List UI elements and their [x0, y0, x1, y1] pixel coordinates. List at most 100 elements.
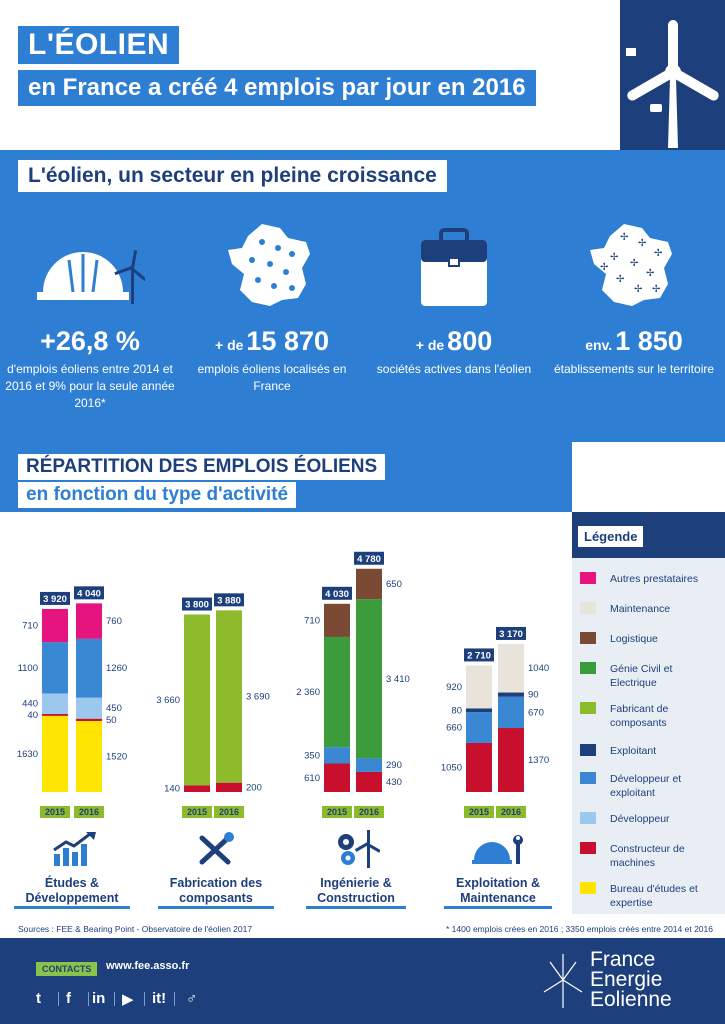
total-badge	[464, 648, 494, 662]
bar-segment	[356, 771, 382, 792]
data-label: 1050	[441, 762, 462, 773]
data-label: 80	[451, 705, 462, 716]
legend-label: Bureau d'études et expertise	[610, 883, 698, 909]
total-label: 4 040	[77, 588, 101, 599]
svg-text:✢: ✢	[620, 232, 628, 243]
bar-segment	[76, 721, 102, 792]
data-label: 50	[106, 715, 117, 726]
year-tag	[182, 806, 212, 818]
sources-note: Sources : FEE & Bearing Point - Observat…	[18, 924, 253, 934]
page-title: L'ÉOLIEN	[18, 26, 180, 64]
footnote: * 1400 emplois crées en 2016 ; 3350 empl…	[446, 924, 713, 934]
data-label: 450	[106, 703, 122, 714]
legend-label: Développeur et exploitant	[610, 773, 682, 799]
category-label: Exploitation & Maintenance	[444, 876, 552, 909]
data-label: 350	[304, 750, 320, 761]
stat-description: d'emplois éoliens entre 2014 et 2016 et …	[5, 362, 175, 410]
bar-segment	[76, 638, 102, 698]
brand-line: Energie	[590, 968, 663, 991]
total-badge	[354, 551, 384, 565]
data-label: 2 360	[296, 687, 320, 698]
bar-segment	[42, 608, 68, 643]
stat-description: emplois éoliens localisés en France	[197, 362, 347, 393]
data-label: 290	[386, 760, 402, 771]
legend-label: Fabricant de composants	[610, 703, 669, 729]
youtube-icon[interactable]: ▶	[122, 991, 134, 1008]
legend-swatch	[580, 744, 596, 756]
data-label: 650	[386, 579, 402, 590]
bar-segment	[76, 718, 102, 722]
bar-segment	[466, 712, 492, 743]
header: L'ÉOLIEN en France a créé 4 emplois par …	[0, 0, 725, 150]
growth-section: L'éolien, un secteur en pleine croissanc…	[0, 150, 725, 442]
viadeo-icon[interactable]: it!	[152, 990, 167, 1007]
stat-value: +26,8 %	[40, 326, 140, 356]
social-separator	[114, 992, 115, 1006]
bar-segment	[216, 610, 242, 783]
stat-description: établissements sur le territoire	[553, 362, 715, 376]
brand-wordmark: France Energie Eolienne	[590, 949, 672, 1010]
svg-text:✢: ✢	[600, 262, 608, 273]
data-label: 140	[164, 784, 180, 795]
year-label: 2016	[501, 807, 521, 817]
growth-section-title: L'éolien, un secteur en pleine croissanc…	[18, 160, 447, 192]
year-label: 2015	[469, 807, 489, 817]
data-label: 1520	[106, 752, 127, 763]
year-tag	[354, 806, 384, 818]
twitter-icon[interactable]: t	[36, 990, 41, 1007]
stat-value: 800	[447, 326, 493, 356]
data-label: 710	[304, 615, 320, 626]
svg-text:✢: ✢	[610, 252, 618, 263]
legend-swatch	[580, 842, 596, 854]
category-label: Ingénierie & Construction	[306, 876, 406, 909]
bar-segment	[356, 599, 382, 759]
total-badge	[322, 586, 352, 600]
svg-text:✢: ✢	[638, 238, 646, 249]
jobs-breakdown-section: RÉPARTITION DES EMPLOIS ÉOLIENS en fonct…	[0, 442, 725, 934]
stat-companies: + de 800 sociétés actives dans l'éolien	[364, 220, 544, 378]
data-label: 610	[304, 773, 320, 784]
header-turbine-panel	[620, 0, 725, 150]
data-label: 760	[106, 616, 122, 627]
legend-swatch	[580, 602, 596, 614]
data-label: 440	[22, 699, 38, 710]
bar-segment	[466, 742, 492, 792]
stat-prefix: env.	[585, 337, 613, 353]
legend-swatch	[580, 662, 596, 674]
website-link[interactable]: www.fee.asso.fr	[106, 960, 190, 972]
data-label: 1630	[17, 749, 38, 760]
bar-segment	[216, 782, 242, 792]
year-tag	[214, 806, 244, 818]
bar-segment	[324, 603, 350, 637]
bar-segment	[76, 603, 102, 639]
year-tag	[322, 806, 352, 818]
legend-label: Génie Civil et Electrique	[610, 663, 673, 689]
gender-icon[interactable]: ♂	[186, 990, 198, 1007]
year-tag	[464, 806, 494, 818]
total-badge	[74, 586, 104, 600]
total-label: 3 920	[43, 594, 67, 605]
legend-swatch	[580, 812, 596, 824]
total-label: 3 880	[217, 595, 241, 606]
year-tag	[496, 806, 526, 818]
legend-label: Exploitant	[610, 745, 657, 757]
stat-employment-growth: +26,8 % d'emplois éoliens entre 2014 et …	[0, 220, 180, 412]
bar-segment	[324, 636, 350, 748]
svg-text:✢: ✢	[634, 284, 642, 295]
legend-label: Développeur	[610, 813, 670, 825]
bar-segment	[356, 568, 382, 600]
data-label: 1100	[18, 663, 38, 674]
breakdown-title: RÉPARTITION DES EMPLOIS ÉOLIENS	[18, 454, 386, 480]
facebook-icon[interactable]: f	[66, 990, 71, 1007]
data-label: 1370	[528, 755, 549, 766]
france-map-turbines-icon: ✢ ✢ ✢ ✢ ✢ ✢ ✢ ✢ ✢ ✢	[584, 220, 684, 310]
total-label: 2 710	[467, 650, 491, 661]
linkedin-icon[interactable]: in	[92, 990, 106, 1007]
total-badge	[182, 597, 212, 611]
total-badge	[40, 591, 70, 605]
hardhat-wrench-icon	[472, 832, 524, 871]
legend-swatch	[580, 772, 596, 784]
legend-label: Logistique	[610, 633, 658, 645]
year-label: 2015	[45, 807, 65, 817]
